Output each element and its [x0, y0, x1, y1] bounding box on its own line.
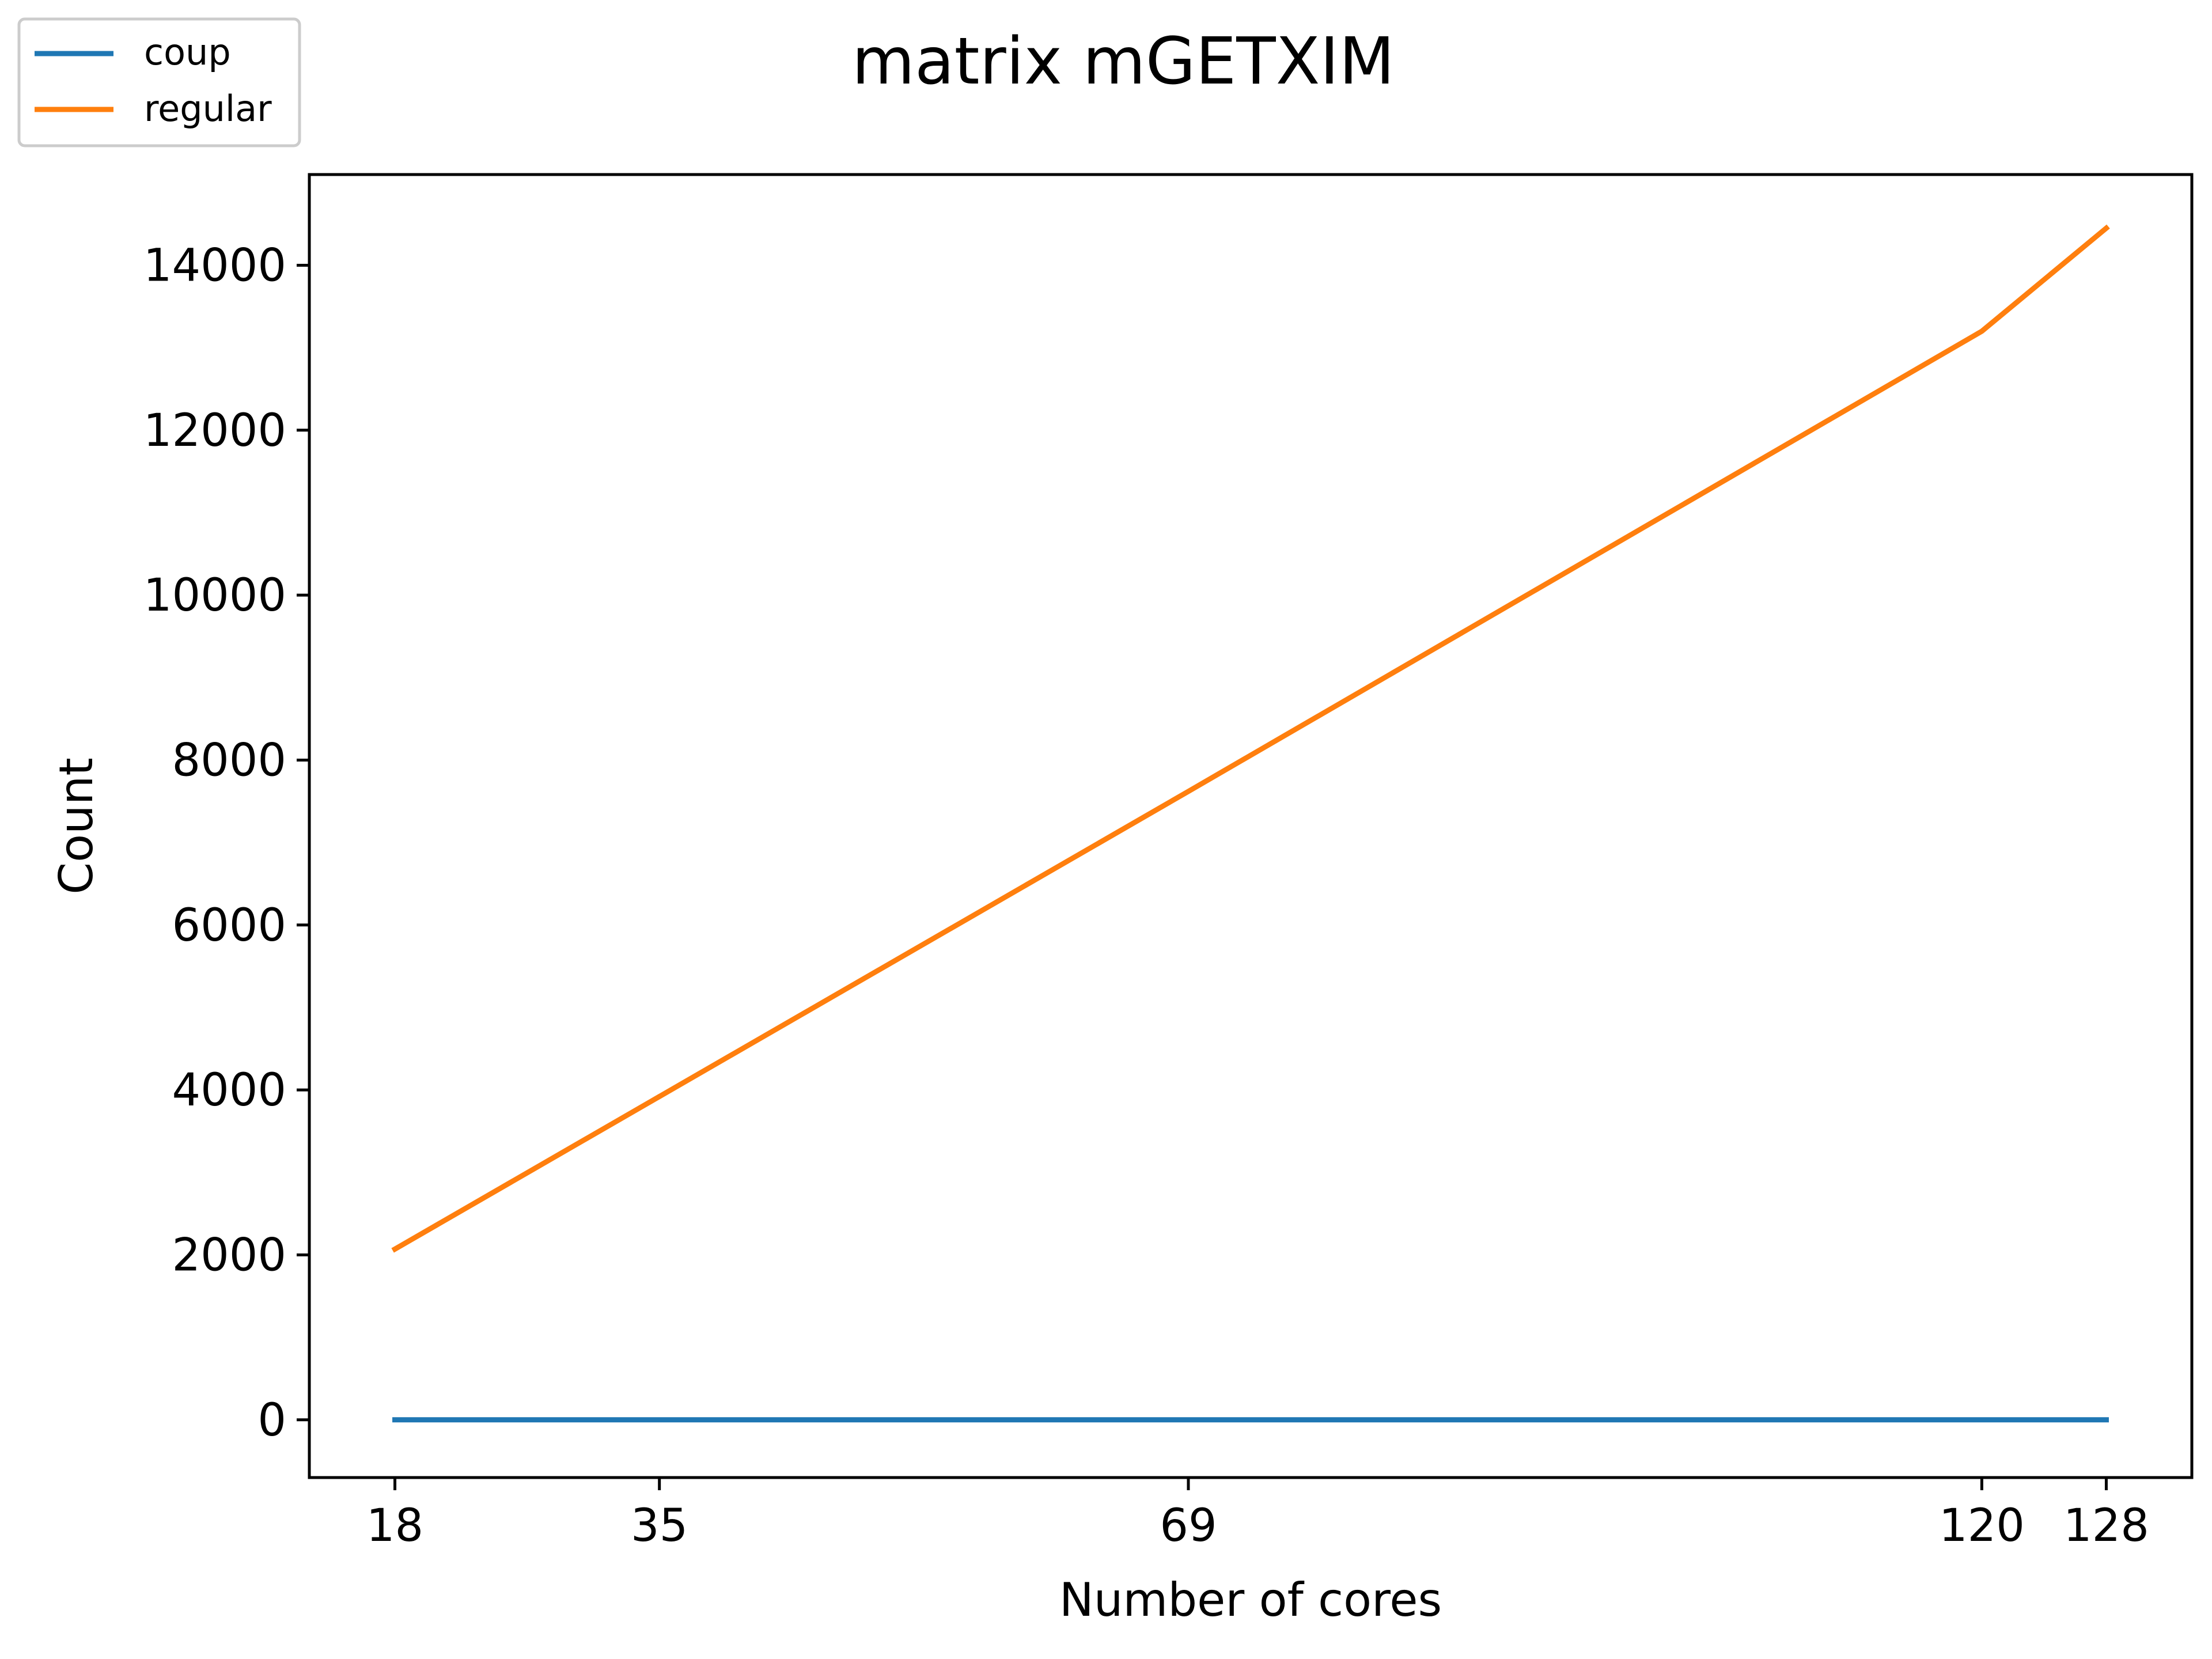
legend: coup regular	[17, 17, 301, 147]
series-layer	[391, 224, 2110, 1423]
x-axis: 18 35 69 120 128	[366, 1478, 2149, 1552]
plot-frame	[308, 173, 2194, 1479]
y-axis: 0 2000 4000 6000 8000 10000 12000 14000	[143, 240, 309, 1446]
y-tick-label: 2000	[172, 1229, 286, 1281]
x-axis-label: Number of cores	[1059, 1573, 1442, 1627]
x-tick-label: 128	[2063, 1500, 2149, 1552]
y-tick-label: 4000	[172, 1065, 286, 1116]
x-tick-label: 120	[1939, 1500, 2025, 1552]
y-axis-label: Count	[50, 757, 103, 895]
legend-label-regular: regular	[144, 88, 272, 130]
x-tick-label: 18	[366, 1500, 423, 1552]
y-tick-label: 0	[257, 1395, 286, 1446]
legend-frame	[17, 17, 301, 147]
x-tick-label: 69	[1160, 1500, 1217, 1552]
chart-title: matrix mGETXIM	[852, 24, 1395, 99]
x-tick-label: 35	[631, 1500, 688, 1552]
y-tick-label: 10000	[143, 570, 286, 622]
y-tick-label: 12000	[143, 405, 286, 457]
y-tick-label: 8000	[172, 734, 286, 786]
series-line-regular	[391, 224, 2110, 1253]
legend-label-coup: coup	[144, 31, 231, 73]
y-tick-label: 6000	[172, 900, 286, 952]
y-tick-label: 14000	[143, 240, 286, 291]
